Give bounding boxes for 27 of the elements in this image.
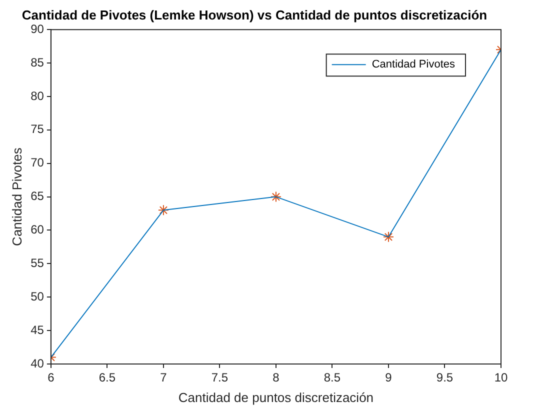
x-tick-label: 6	[48, 370, 55, 385]
y-tick-label: 75	[30, 122, 44, 136]
x-tick-label: 7.5	[211, 370, 228, 385]
x-tick-label: 7	[160, 370, 168, 385]
legend-label: Cantidad Pivotes	[372, 58, 456, 71]
y-tick-label: 85	[30, 55, 44, 70]
x-tick-label: 6.5	[98, 370, 116, 385]
y-tick-label: 60	[30, 222, 44, 237]
y-axis-title: Cantidad Pivotes	[9, 147, 24, 246]
y-tick-label: 40	[30, 356, 44, 370]
x-axis-title: Cantidad de puntos discretización	[178, 390, 374, 405]
y-tick-label: 65	[30, 189, 44, 204]
point	[270, 191, 282, 202]
chart-title: Cantidad de Pivotes (Lemke Howson) vs Cantidad de puntos discretización	[22, 7, 488, 22]
point	[382, 231, 394, 242]
y-tick-label: 70	[30, 156, 44, 170]
y-tick-label: 45	[30, 322, 44, 337]
x-tick-label: 9	[385, 370, 392, 385]
x-tick-label: 8.5	[324, 370, 341, 385]
point	[158, 204, 169, 216]
y-tick-label: 50	[30, 289, 44, 304]
x-tick-label: 9.5	[436, 370, 454, 385]
y-tick-label: 55	[30, 256, 44, 270]
x-tick-label: 8	[272, 370, 280, 385]
y-tick-label: 80	[30, 88, 44, 103]
x-tick-label: 10	[494, 370, 508, 385]
y-tick-label: 90	[30, 22, 44, 36]
